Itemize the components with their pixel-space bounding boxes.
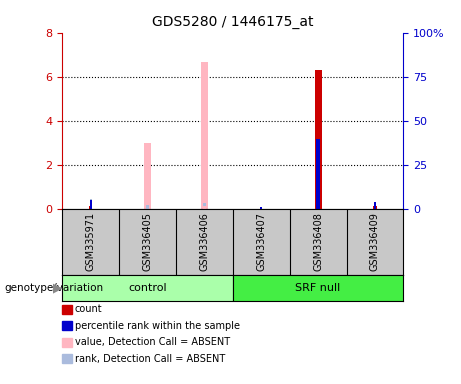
Text: percentile rank within the sample: percentile rank within the sample bbox=[75, 321, 240, 331]
Bar bbox=[144, 143, 151, 209]
Bar bbox=[90, 199, 92, 209]
Text: ▶: ▶ bbox=[53, 281, 62, 295]
Text: genotype/variation: genotype/variation bbox=[5, 283, 104, 293]
Bar bbox=[90, 200, 92, 209]
Text: SRF null: SRF null bbox=[296, 283, 341, 293]
Text: GSM335971: GSM335971 bbox=[86, 212, 96, 271]
Bar bbox=[89, 206, 92, 209]
Text: value, Detection Call = ABSENT: value, Detection Call = ABSENT bbox=[75, 337, 230, 347]
Bar bbox=[374, 202, 376, 209]
Bar bbox=[374, 202, 376, 209]
Bar bbox=[260, 207, 262, 209]
Text: GSM336405: GSM336405 bbox=[142, 212, 153, 271]
Text: GSM336409: GSM336409 bbox=[370, 212, 380, 271]
Bar bbox=[62, 275, 233, 301]
Bar bbox=[146, 205, 149, 209]
Bar bbox=[316, 139, 320, 209]
Text: GSM336407: GSM336407 bbox=[256, 212, 266, 271]
Title: GDS5280 / 1446175_at: GDS5280 / 1446175_at bbox=[152, 15, 313, 29]
Text: GSM336408: GSM336408 bbox=[313, 212, 323, 271]
Bar bbox=[233, 275, 403, 301]
Text: GSM336406: GSM336406 bbox=[199, 212, 209, 271]
Bar bbox=[203, 206, 206, 209]
Bar bbox=[89, 206, 92, 209]
Bar bbox=[373, 206, 377, 209]
Text: rank, Detection Call = ABSENT: rank, Detection Call = ABSENT bbox=[75, 354, 225, 364]
Bar bbox=[315, 70, 321, 209]
Bar bbox=[203, 203, 206, 209]
Bar bbox=[373, 206, 377, 209]
Bar bbox=[201, 63, 208, 209]
Bar bbox=[260, 207, 262, 209]
Text: count: count bbox=[75, 304, 102, 314]
Text: control: control bbox=[128, 283, 167, 293]
